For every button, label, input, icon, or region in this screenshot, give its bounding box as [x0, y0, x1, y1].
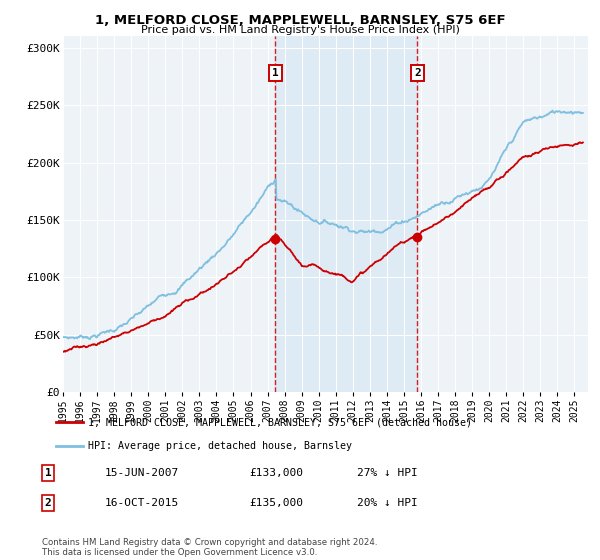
Text: 20% ↓ HPI: 20% ↓ HPI: [357, 498, 418, 508]
Text: 15-JUN-2007: 15-JUN-2007: [105, 468, 179, 478]
Text: £133,000: £133,000: [249, 468, 303, 478]
Text: Contains HM Land Registry data © Crown copyright and database right 2024.
This d: Contains HM Land Registry data © Crown c…: [42, 538, 377, 557]
Text: 1: 1: [44, 468, 52, 478]
Text: Price paid vs. HM Land Registry's House Price Index (HPI): Price paid vs. HM Land Registry's House …: [140, 25, 460, 35]
Text: 16-OCT-2015: 16-OCT-2015: [105, 498, 179, 508]
Text: 2: 2: [414, 68, 421, 78]
Text: 27% ↓ HPI: 27% ↓ HPI: [357, 468, 418, 478]
Text: 1, MELFORD CLOSE, MAPPLEWELL, BARNSLEY, S75 6EF: 1, MELFORD CLOSE, MAPPLEWELL, BARNSLEY, …: [95, 14, 505, 27]
Text: HPI: Average price, detached house, Barnsley: HPI: Average price, detached house, Barn…: [88, 441, 352, 451]
Bar: [275, 36, 418, 392]
Text: 1: 1: [272, 68, 278, 78]
Text: 2: 2: [44, 498, 52, 508]
Text: 1, MELFORD CLOSE, MAPPLEWELL, BARNSLEY, S75 6EF (detached house): 1, MELFORD CLOSE, MAPPLEWELL, BARNSLEY, …: [88, 417, 472, 427]
Text: £135,000: £135,000: [249, 498, 303, 508]
